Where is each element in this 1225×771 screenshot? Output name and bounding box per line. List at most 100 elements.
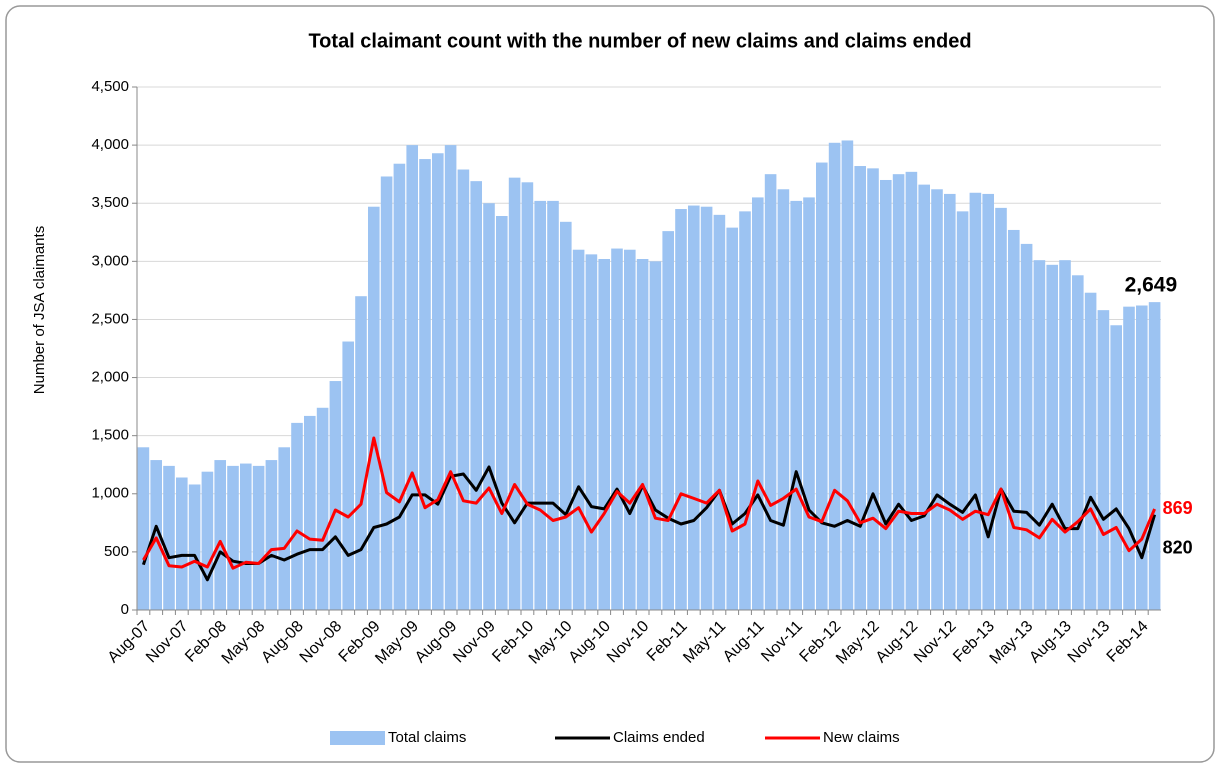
y-tick-label: 2,500 <box>91 310 129 327</box>
bar <box>304 415 316 610</box>
bar <box>291 422 303 610</box>
bar <box>803 197 815 610</box>
bar <box>483 203 495 610</box>
bar <box>137 447 150 610</box>
bar <box>1059 260 1071 610</box>
bar <box>329 381 342 610</box>
bar <box>176 477 188 610</box>
bar <box>816 162 828 611</box>
y-tick-label: 1,500 <box>91 427 129 444</box>
bar <box>918 184 930 611</box>
bar <box>508 177 521 611</box>
y-axis-label: Number of JSA claimants <box>31 226 48 394</box>
bar <box>700 206 713 610</box>
line <box>142 436 1156 570</box>
bar <box>496 216 508 611</box>
bar <box>675 209 687 611</box>
bar <box>163 465 175 610</box>
bar <box>982 193 994 610</box>
bar <box>419 159 431 610</box>
bar <box>1136 305 1148 610</box>
bar <box>931 189 943 610</box>
bar <box>457 169 470 611</box>
bar <box>188 484 201 610</box>
bar <box>1072 275 1084 610</box>
data-label: 869 <box>1163 498 1193 518</box>
y-tick-label: 3,500 <box>91 194 129 211</box>
y-tick-label: 1,000 <box>91 485 129 502</box>
bar <box>841 140 854 610</box>
bar <box>368 206 380 610</box>
bar <box>252 465 265 610</box>
y-tick-label: 4,000 <box>91 136 129 153</box>
bar <box>1110 325 1122 610</box>
bar <box>944 193 956 610</box>
chart-title: Total claimant count with the number of … <box>308 30 971 52</box>
bar <box>560 221 572 610</box>
bar <box>1046 264 1058 610</box>
bar <box>547 200 559 611</box>
bar <box>969 192 982 611</box>
bar <box>406 145 418 610</box>
bar <box>713 214 726 610</box>
bar <box>534 200 546 611</box>
bar <box>342 341 354 610</box>
y-tick-label: 0 <box>121 601 129 618</box>
bar <box>1033 260 1046 610</box>
bar <box>444 145 457 610</box>
bar <box>150 460 162 610</box>
legend-label: Total claims <box>388 729 466 746</box>
bar <box>636 259 649 610</box>
bar <box>278 447 290 610</box>
data-label: 2,649 <box>1125 274 1178 297</box>
bar <box>854 166 866 610</box>
bar <box>265 460 278 610</box>
bar <box>764 174 777 610</box>
bar <box>355 296 367 610</box>
y-tick-label: 4,500 <box>91 78 129 95</box>
y-tick-label: 500 <box>104 543 129 560</box>
bar <box>214 460 226 610</box>
bar <box>790 200 802 611</box>
bar <box>662 231 674 611</box>
bar <box>1084 292 1097 610</box>
bar <box>585 254 598 611</box>
bar <box>726 227 738 610</box>
bar <box>905 171 918 610</box>
bar <box>393 163 406 610</box>
bar <box>201 471 214 610</box>
bar <box>880 179 892 610</box>
legend-swatch <box>330 731 385 745</box>
bar <box>316 407 329 610</box>
bar <box>1008 229 1020 610</box>
legend-label: Claims ended <box>613 729 705 746</box>
bar <box>1123 306 1135 610</box>
bar <box>867 168 879 610</box>
bar <box>1148 302 1161 610</box>
bar <box>892 174 905 610</box>
y-tick-label: 2,000 <box>91 369 129 386</box>
bar <box>995 207 1007 611</box>
bar <box>828 142 841 610</box>
bar <box>598 259 610 610</box>
bar <box>521 182 534 610</box>
bar <box>227 465 239 610</box>
bar <box>739 211 751 610</box>
bar <box>470 181 482 610</box>
bar <box>1020 243 1033 610</box>
y-tick-label: 3,000 <box>91 252 129 269</box>
bar <box>956 211 969 610</box>
legend-label: New claims <box>823 729 900 746</box>
bar <box>1097 310 1110 610</box>
bar <box>611 248 623 610</box>
bar <box>649 261 662 610</box>
bar <box>688 205 700 610</box>
bar <box>572 249 585 610</box>
bar <box>380 176 393 611</box>
data-label: 820 <box>1163 537 1193 557</box>
bar <box>777 189 790 610</box>
bar <box>624 249 636 610</box>
bar <box>752 197 764 610</box>
